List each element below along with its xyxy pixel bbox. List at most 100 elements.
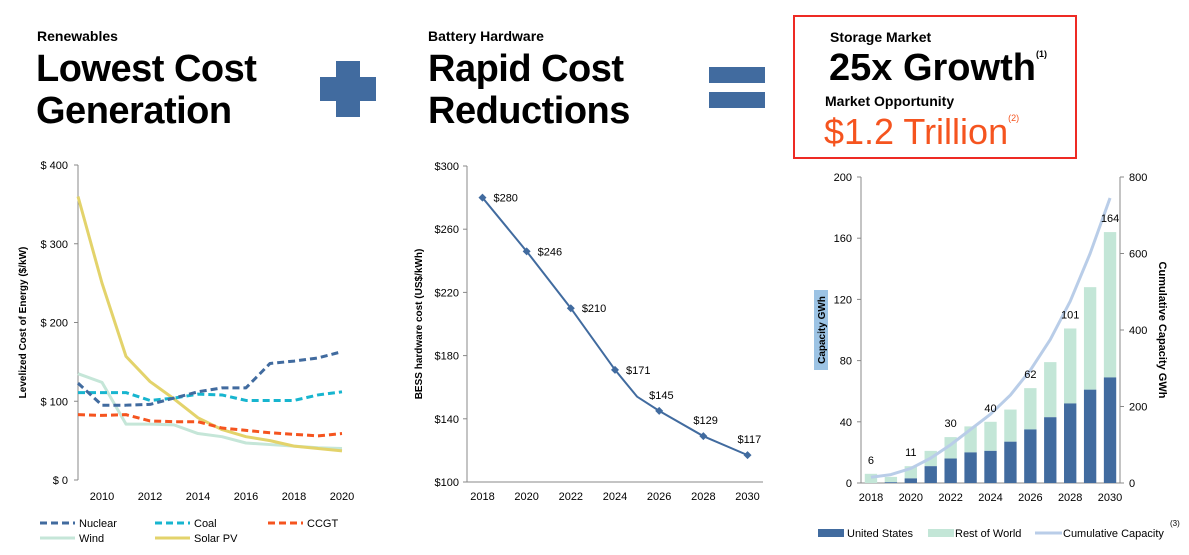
equals-icon <box>709 67 765 108</box>
y-tick-label: $180 <box>435 351 459 363</box>
series-line-cumulative-capacity <box>870 197 1112 479</box>
y-tick-label: 160 <box>834 233 852 245</box>
x-tick-label: 2024 <box>603 491 627 503</box>
x-tick-label: 2020 <box>514 491 538 503</box>
y-tick-label: $ 200 <box>40 318 68 330</box>
bar-united-states <box>1044 417 1057 483</box>
y-axis-title: Levelized Cost of Energy ($/kW) <box>18 247 29 399</box>
x-tick-label: 2022 <box>938 492 962 504</box>
x-tick-label: 2018 <box>282 491 306 503</box>
bar-united-states <box>1064 403 1077 483</box>
series-line-ccgt <box>77 413 343 438</box>
total-label: 30 <box>945 418 957 430</box>
bess-cost-chart: $100 $140 $180 $220 $260 $300 2018 2020 2022 2024… <box>414 161 763 503</box>
data-label: $117 <box>738 434 762 446</box>
bar-united-states <box>1103 377 1117 483</box>
data-label: $171 <box>626 365 650 377</box>
y2-tick-label: 200 <box>1129 402 1147 414</box>
series-line-nuclear <box>76 350 343 407</box>
bar-united-states <box>984 450 997 483</box>
data-label: $246 <box>538 246 562 258</box>
footnote-3: (3) <box>1170 519 1180 528</box>
storage-eyebrow: Storage Market <box>830 29 932 45</box>
x-tick-label: 2028 <box>1058 492 1082 504</box>
data-point <box>522 247 531 256</box>
x-tick-label: 2020 <box>330 491 354 503</box>
data-point <box>611 365 619 374</box>
y-tick-label: $140 <box>435 414 459 426</box>
renewables-headline-line1: Lowest Cost <box>36 48 257 90</box>
storage-capacity-chart: 0 40 80 120 160 200 0 200 400 600 800 2018 2020 2022 2… <box>814 172 1180 540</box>
legend-swatch-rest-of-world <box>928 529 954 537</box>
y-tick-label: $300 <box>435 161 459 173</box>
bar-rest-of-world <box>1044 362 1057 418</box>
total-label: 101 <box>1061 309 1079 321</box>
bar-rest-of-world <box>1103 232 1117 378</box>
x-tick-label: 2028 <box>691 491 715 503</box>
y2-axis-title: Cumulative Capacity GWh <box>1156 262 1168 399</box>
legend-label: Coal <box>194 518 217 530</box>
legend-label: Solar PV <box>194 533 238 545</box>
renewables-headline-line2: Generation <box>36 90 232 132</box>
footnote-1: (1) <box>1035 49 1047 59</box>
total-label: 11 <box>905 447 916 459</box>
x-tick-label: 2026 <box>647 491 671 503</box>
bar-rest-of-world <box>1064 328 1077 404</box>
battery-headline-line1: Rapid Cost <box>428 48 624 90</box>
y-tick-label: $100 <box>435 477 459 489</box>
y-tick-label: 0 <box>846 478 852 490</box>
bar-united-states <box>904 478 917 483</box>
renewables-eyebrow: Renewables <box>37 28 118 44</box>
market-opportunity-amount: $1.2 Trillion <box>824 111 1009 152</box>
y-axis-title-highlight <box>814 290 828 370</box>
data-label: $129 <box>693 415 717 427</box>
series-line-wind <box>77 372 343 450</box>
y2-tick-label: 800 <box>1129 172 1147 184</box>
y2-tick-label: 0 <box>1129 478 1135 490</box>
y2-tick-label: 400 <box>1129 325 1147 337</box>
legend-label: Cumulative Capacity <box>1063 528 1164 540</box>
bar-rest-of-world <box>864 473 878 483</box>
x-tick-label: 2026 <box>1018 492 1042 504</box>
x-tick-label: 2018 <box>470 491 494 503</box>
plus-icon <box>320 61 376 117</box>
data-label: $145 <box>649 390 673 402</box>
x-tick-label: 2030 <box>1098 492 1122 504</box>
series-line-bess-cost <box>481 196 748 457</box>
battery-headline-line2: Reductions <box>428 90 630 132</box>
y-tick-label: $ 400 <box>40 160 68 172</box>
legend-label: Wind <box>79 533 104 545</box>
legend-label: Nuclear <box>79 518 117 530</box>
y-tick-label: $ 100 <box>40 396 68 408</box>
legend-label: United States <box>847 528 914 540</box>
x-tick-label: 2030 <box>735 491 759 503</box>
battery-eyebrow: Battery Hardware <box>428 28 544 44</box>
x-tick-label: 2024 <box>978 492 1002 504</box>
bar-rest-of-world <box>984 421 997 451</box>
series-line-coal <box>78 390 343 402</box>
y-tick-label: 80 <box>840 356 852 368</box>
x-tick-label: 2018 <box>859 492 883 504</box>
bar-united-states <box>1083 389 1097 483</box>
x-tick-label: 2020 <box>899 492 923 504</box>
y2-tick-label: 600 <box>1129 249 1147 261</box>
x-tick-label: 2010 <box>90 491 114 503</box>
legend-label: Rest of World <box>955 528 1021 540</box>
storage-headline: 25x Growth(1) <box>829 47 1047 90</box>
data-point <box>743 451 752 460</box>
bar-rest-of-world <box>1083 287 1097 390</box>
bar-rest-of-world <box>1004 409 1017 442</box>
bar-united-states <box>1024 429 1037 483</box>
lcoe-chart: $ 0 $ 100 $ 200 $ 300 $ 400 2010 2012 2014 2016 2… <box>18 160 354 545</box>
bar-rest-of-world <box>884 476 898 483</box>
storage-headline-text: 25x Growth <box>829 47 1036 89</box>
storage-market-callout: Storage Market 25x Growth(1) Market Oppo… <box>793 15 1077 159</box>
y-tick-label: $220 <box>435 287 459 299</box>
total-label: 62 <box>1024 369 1036 381</box>
data-label: $210 <box>582 303 606 315</box>
bar-united-states <box>1004 441 1017 483</box>
y-tick-label: $ 0 <box>53 475 68 487</box>
bar-united-states <box>944 458 957 483</box>
data-label: $280 <box>493 193 517 205</box>
x-tick-label: 2022 <box>559 491 583 503</box>
